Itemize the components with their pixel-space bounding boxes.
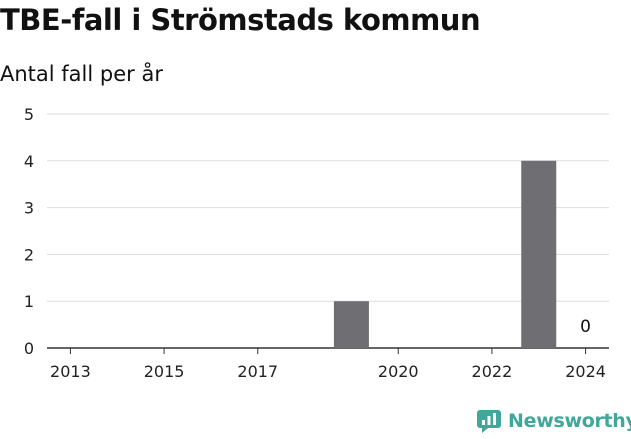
y-axis-ticks: 0 1 2 3 4 5 [24,105,34,358]
x-tick-label: 2015 [144,362,185,381]
x-axis-ticks: 2013 2015 2017 2020 2022 2024 [50,348,606,381]
bars [333,160,557,348]
bar-2019[interactable] [333,301,369,348]
x-tick-label: 2020 [378,362,419,381]
x-tick-label: 2024 [565,362,606,381]
chart-title: TBE-fall i Strömstads kommun [0,3,481,37]
data-labels: 0 [580,317,591,337]
x-tick-label: 2013 [50,362,91,381]
data-label-2024: 0 [580,317,591,337]
gridlines [47,113,609,349]
y-tick-label: 4 [24,152,34,171]
y-tick-label: 2 [24,245,34,264]
x-tick-label: 2017 [237,362,278,381]
chart-subtitle: Antal fall per år [0,62,163,86]
newsworthy-logo: Newsworthy [476,408,631,434]
x-tick-label: 2022 [472,362,513,381]
y-tick-label: 5 [24,105,34,124]
newsworthy-logo-icon [477,410,501,433]
bar-2023[interactable] [521,160,557,348]
y-tick-label: 3 [24,199,34,218]
y-tick-label: 1 [24,292,34,311]
y-tick-label: 0 [24,339,34,358]
newsworthy-logo-text: Newsworthy [508,410,631,432]
